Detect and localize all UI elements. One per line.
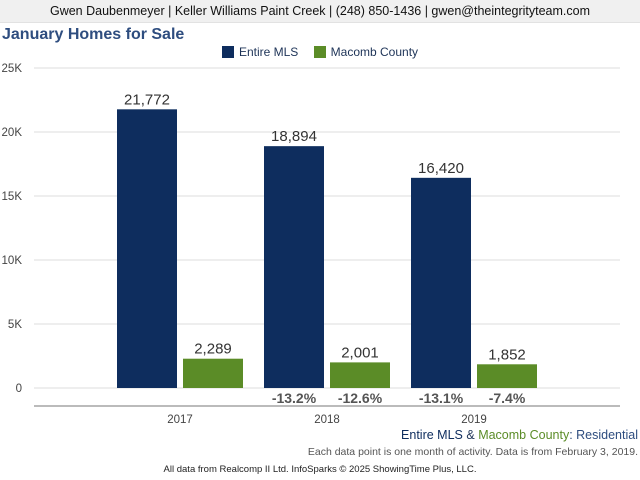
chart-legend: Entire MLS Macomb County xyxy=(0,45,640,59)
bar-entire-mls-2018 xyxy=(264,146,324,388)
footnote-series-b: Macomb County xyxy=(478,428,570,442)
y-tick-label: 25K xyxy=(2,63,23,75)
footnote-amp: & xyxy=(462,428,479,442)
bar-entire-mls-2017 xyxy=(117,109,177,389)
change-label: -7.4% xyxy=(489,390,526,406)
legend-swatch-macomb-county xyxy=(313,46,326,58)
x-tick-label: 2019 xyxy=(461,414,487,425)
footnote-series: Entire MLS & Macomb County: Residential xyxy=(401,428,638,442)
bar-macomb-county-2019 xyxy=(477,364,537,388)
bar-macomb-county-2017 xyxy=(183,358,243,388)
y-tick-label: 15K xyxy=(2,191,23,203)
change-label: -12.6% xyxy=(338,390,383,406)
bar-macomb-county-2018 xyxy=(330,362,390,388)
data-label: 21,772 xyxy=(124,91,170,108)
y-tick-label: 0 xyxy=(16,383,22,395)
footnote-property-type: : Residential xyxy=(569,428,638,442)
x-tick-label: 2017 xyxy=(167,414,193,425)
legend-label-macomb-county: Macomb County xyxy=(330,45,419,59)
data-label: 18,894 xyxy=(271,128,317,145)
data-label: 2,001 xyxy=(341,344,379,361)
data-label: 16,420 xyxy=(418,160,464,177)
legend-label-entire-mls: Entire MLS xyxy=(238,45,299,59)
legend-swatch-entire-mls xyxy=(221,46,234,58)
change-label: -13.1% xyxy=(419,390,464,406)
x-tick-label: 2018 xyxy=(314,414,340,425)
y-tick-label: 20K xyxy=(2,127,23,139)
bar-chart: 0 5K 10K 15K 20K 25K 2017 21,772 2,289 2018 18,894… xyxy=(2,63,620,425)
bar-entire-mls-2019 xyxy=(411,177,471,388)
y-tick-label: 5K xyxy=(8,319,22,331)
change-label: -13.2% xyxy=(272,390,317,406)
data-label: 1,852 xyxy=(488,346,526,363)
copyright-note: All data from Realcomp II Ltd. InfoSpark… xyxy=(163,464,477,475)
footnote-series-a: Entire MLS xyxy=(401,428,463,442)
contact-header: Gwen Daubenmeyer | Keller Williams Paint… xyxy=(0,0,640,23)
legend-item-macomb-county[interactable]: Macomb County xyxy=(313,45,419,59)
legend-item-entire-mls[interactable]: Entire MLS xyxy=(221,45,299,59)
footnote-data-note: Each data point is one month of activity… xyxy=(307,446,638,458)
chart-title: January Homes for Sale xyxy=(2,26,185,43)
y-tick-label: 10K xyxy=(2,255,23,267)
data-label: 2,289 xyxy=(194,341,232,358)
